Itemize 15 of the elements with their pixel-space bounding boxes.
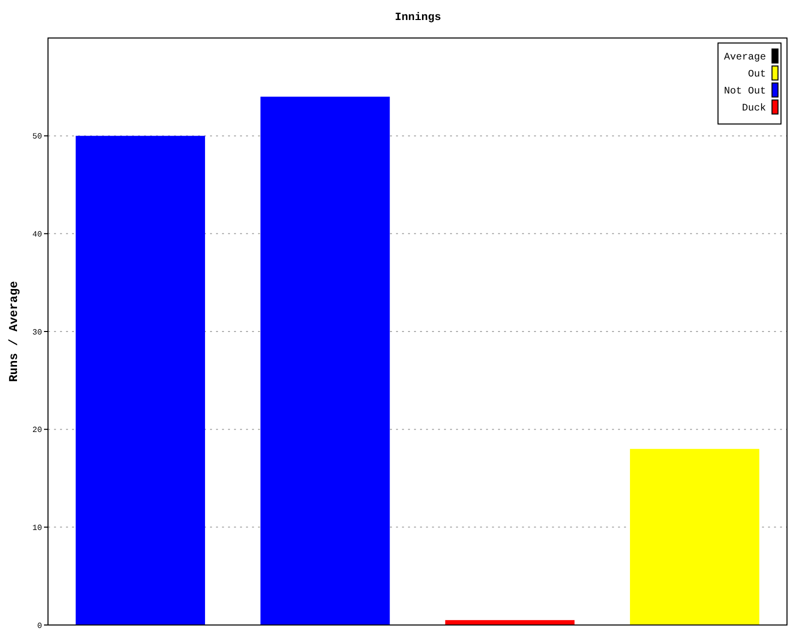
bar [76, 136, 206, 625]
y-tick-label: 30 [32, 328, 42, 338]
legend-label: Not Out [724, 86, 766, 98]
bar [630, 448, 760, 625]
y-tick-label: 0 [37, 622, 42, 631]
legend-label: Duck [742, 102, 766, 114]
legend-label: Out [748, 70, 766, 80]
y-tick-label: 10 [32, 524, 42, 533]
legend-label: Average [724, 52, 766, 64]
y-tick-label: 50 [32, 132, 42, 142]
bar [260, 96, 390, 625]
chart-title: Innings [394, 12, 442, 24]
y-tick-label: 40 [32, 230, 42, 240]
y-tick-label: 20 [32, 426, 42, 436]
y-axis-title: Runs / Average [7, 281, 21, 382]
